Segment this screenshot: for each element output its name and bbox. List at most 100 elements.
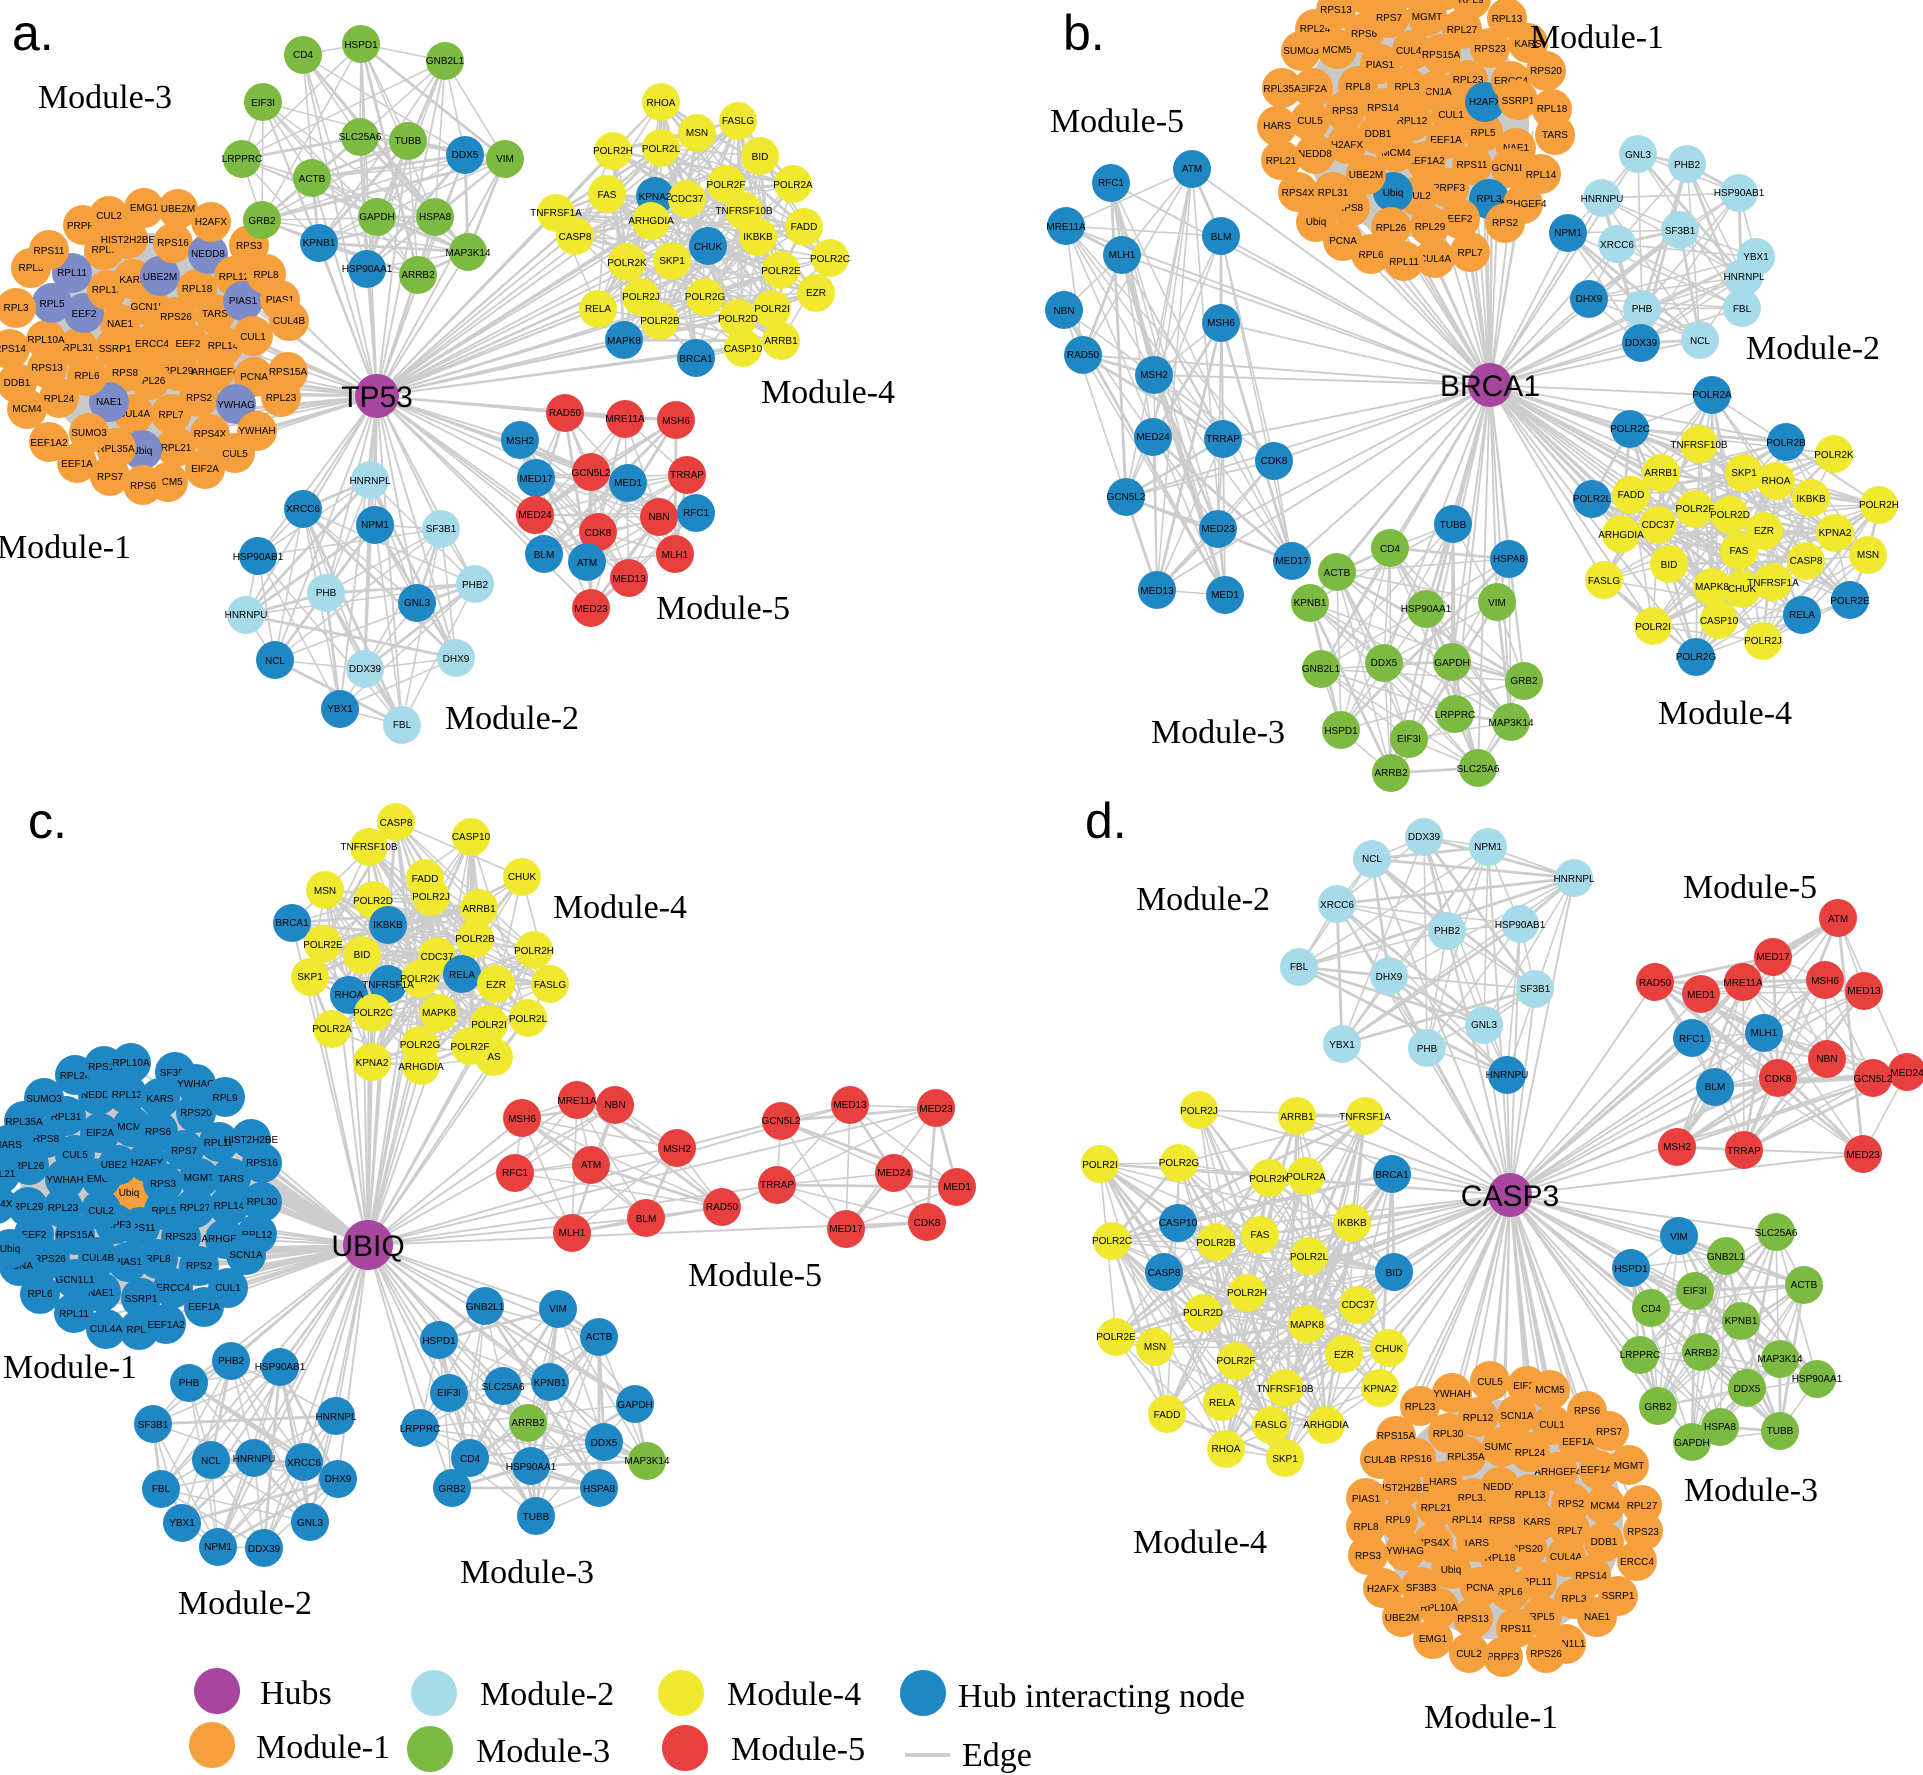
- svg-text:IKBKB: IKBKB: [1337, 1218, 1367, 1229]
- svg-text:RPL18: RPL18: [1537, 104, 1568, 115]
- svg-text:KPNA2: KPNA2: [1819, 528, 1852, 539]
- svg-text:CDK8: CDK8: [1261, 456, 1288, 467]
- svg-text:RPL24: RPL24: [44, 394, 75, 405]
- svg-text:RFC1: RFC1: [683, 508, 710, 519]
- svg-text:RPL14: RPL14: [208, 341, 239, 352]
- svg-text:NBN: NBN: [1816, 1054, 1837, 1065]
- svg-text:POLR2I: POLR2I: [754, 304, 790, 315]
- svg-text:MCM5: MCM5: [1322, 45, 1352, 56]
- svg-text:RAD50: RAD50: [706, 1202, 739, 1213]
- svg-text:POLR2C: POLR2C: [353, 1008, 393, 1019]
- svg-text:RPS6: RPS6: [145, 1127, 172, 1138]
- svg-text:PHB2: PHB2: [218, 1356, 245, 1367]
- svg-text:DDX5: DDX5: [1371, 658, 1398, 669]
- svg-text:POLR2D: POLR2D: [1183, 1308, 1223, 1319]
- svg-text:IKBKB: IKBKB: [373, 920, 403, 931]
- svg-text:Module-1: Module-1: [1424, 1699, 1558, 1736]
- svg-text:BID: BID: [1386, 1268, 1403, 1279]
- svg-text:RPL21: RPL21: [161, 443, 192, 454]
- svg-text:TARS: TARS: [202, 309, 228, 320]
- svg-text:RPL29: RPL29: [163, 366, 194, 377]
- svg-text:EIF3I: EIF3I: [251, 98, 275, 109]
- svg-text:KPNB1: KPNB1: [534, 1378, 567, 1389]
- svg-text:HNRNPL: HNRNPL: [349, 476, 391, 487]
- svg-text:HNRNPL: HNRNPL: [315, 1412, 357, 1423]
- svg-text:YWHAG: YWHAG: [1386, 1546, 1424, 1557]
- svg-text:EMG1: EMG1: [1419, 1634, 1448, 1645]
- svg-text:RPL13: RPL13: [1515, 1490, 1546, 1501]
- svg-text:CUL2: CUL2: [96, 211, 122, 222]
- svg-text:XRCC6: XRCC6: [1600, 240, 1634, 251]
- svg-text:RPL23: RPL23: [1453, 75, 1484, 86]
- svg-text:RPL29: RPL29: [1415, 222, 1446, 233]
- svg-text:RPS4X: RPS4X: [0, 1199, 13, 1210]
- svg-text:Ubiq: Ubiq: [1441, 1565, 1462, 1576]
- svg-text:KPNA2: KPNA2: [1364, 1384, 1397, 1395]
- svg-text:RPL9: RPL9: [91, 245, 116, 256]
- svg-text:GCN5L2: GCN5L2: [1854, 1074, 1893, 1085]
- svg-text:RPL29: RPL29: [13, 1202, 44, 1213]
- svg-text:Edge: Edge: [962, 1737, 1032, 1774]
- svg-text:HSP90AA1: HSP90AA1: [1401, 604, 1452, 615]
- svg-text:PIAS1: PIAS1: [266, 295, 295, 306]
- svg-text:POLR2C: POLR2C: [1610, 424, 1650, 435]
- svg-text:RPL14: RPL14: [1526, 170, 1557, 181]
- svg-text:POLR2A: POLR2A: [773, 180, 813, 191]
- svg-text:GNL3: GNL3: [1625, 150, 1652, 161]
- svg-text:MAP3K14: MAP3K14: [624, 1456, 669, 1467]
- svg-text:RPL10A: RPL10A: [27, 335, 65, 346]
- svg-text:NBN: NBN: [648, 512, 669, 523]
- svg-text:POLR2I: POLR2I: [1635, 622, 1671, 633]
- svg-text:RPS20: RPS20: [1511, 1544, 1543, 1555]
- svg-text:RPL35A: RPL35A: [5, 1117, 43, 1128]
- svg-text:Module-2: Module-2: [1746, 330, 1880, 367]
- svg-text:POLR2G: POLR2G: [685, 292, 726, 303]
- svg-text:RPS8: RPS8: [1489, 1516, 1516, 1527]
- svg-text:MAP3K14: MAP3K14: [445, 248, 490, 259]
- svg-text:MED24: MED24: [1136, 432, 1170, 443]
- svg-text:POLR2F: POLR2F: [707, 180, 746, 191]
- svg-text:Module-5: Module-5: [1050, 103, 1184, 140]
- svg-text:POLR2A: POLR2A: [1692, 390, 1732, 401]
- svg-text:MSH2: MSH2: [663, 1144, 691, 1155]
- svg-text:ARHGDIA: ARHGDIA: [398, 1062, 444, 1073]
- svg-text:Module-2: Module-2: [445, 700, 579, 737]
- svg-text:NEDD8: NEDD8: [1298, 149, 1332, 160]
- svg-text:VIM: VIM: [1488, 598, 1506, 609]
- svg-text:RPS16: RPS16: [157, 238, 189, 249]
- svg-text:MED23: MED23: [1846, 1150, 1880, 1161]
- svg-text:CUL2: CUL2: [88, 1206, 114, 1217]
- svg-text:SCN1A: SCN1A: [229, 1250, 263, 1261]
- svg-text:BID: BID: [1661, 560, 1678, 571]
- svg-text:RPL8: RPL8: [1353, 1522, 1378, 1533]
- svg-text:MCM4: MCM4: [1381, 148, 1411, 159]
- svg-text:XRCC6: XRCC6: [287, 1458, 321, 1469]
- svg-text:MED24: MED24: [518, 510, 552, 521]
- svg-text:HSPA8: HSPA8: [1704, 1422, 1736, 1433]
- svg-text:DDX39: DDX39: [248, 1544, 281, 1555]
- svg-text:TUBB: TUBB: [395, 136, 422, 147]
- svg-text:SLC25A6: SLC25A6: [1457, 764, 1500, 775]
- svg-text:NAE1: NAE1: [88, 1288, 115, 1299]
- svg-text:CASP8: CASP8: [559, 232, 592, 243]
- svg-text:NPM1: NPM1: [361, 520, 389, 531]
- svg-text:RPL21: RPL21: [0, 1169, 16, 1180]
- svg-text:MLH1: MLH1: [559, 1228, 586, 1239]
- svg-text:CHUK: CHUK: [508, 872, 537, 883]
- svg-text:SF3B1: SF3B1: [1520, 984, 1551, 995]
- svg-text:CDK8: CDK8: [585, 528, 612, 539]
- svg-text:H2AFX: H2AFX: [1331, 140, 1364, 151]
- svg-text:ARRB2: ARRB2: [1684, 1348, 1718, 1359]
- svg-text:EEF2: EEF2: [175, 339, 200, 350]
- svg-text:NAE1: NAE1: [107, 319, 134, 330]
- svg-text:DDX5: DDX5: [591, 1438, 618, 1449]
- svg-text:MED13: MED13: [833, 1100, 867, 1111]
- svg-text:TNFRSF1A: TNFRSF1A: [530, 208, 582, 219]
- svg-text:TNFRSF1A: TNFRSF1A: [1339, 1112, 1391, 1123]
- svg-text:POLR2L: POLR2L: [1290, 1252, 1329, 1263]
- svg-text:NCL: NCL: [201, 1456, 221, 1467]
- svg-text:RPL24: RPL24: [60, 1071, 91, 1082]
- svg-text:RPS2: RPS2: [186, 1261, 213, 1272]
- svg-text:SSRP1: SSRP1: [99, 344, 132, 355]
- svg-text:FBL: FBL: [152, 1484, 171, 1495]
